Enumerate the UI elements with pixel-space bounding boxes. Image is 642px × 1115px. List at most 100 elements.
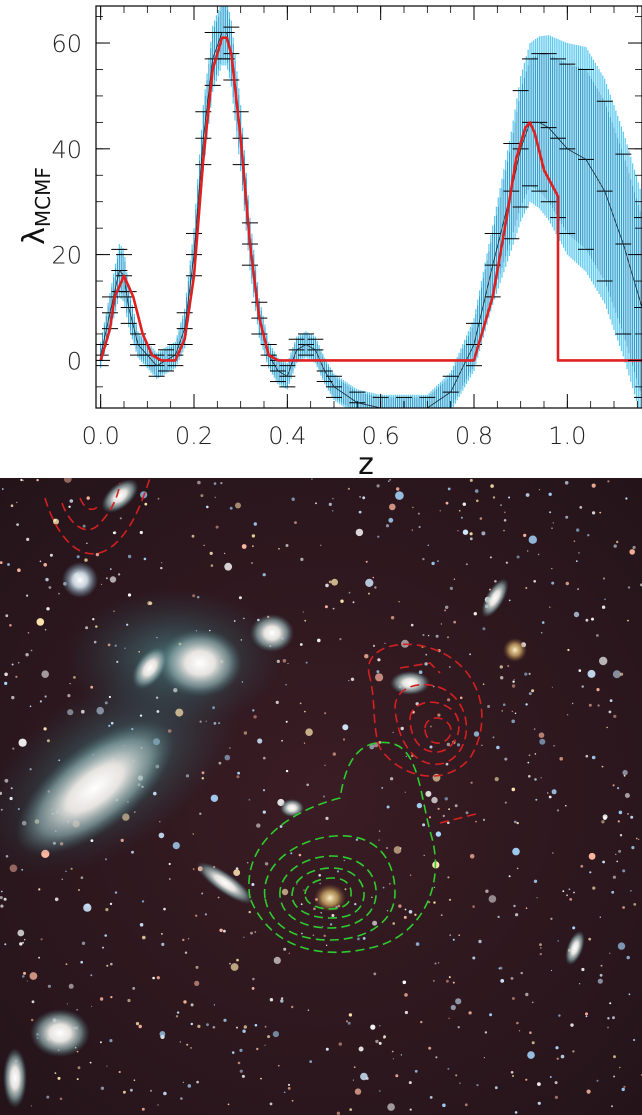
star xyxy=(31,1000,35,1004)
star xyxy=(124,647,126,649)
star xyxy=(619,834,623,837)
star xyxy=(175,1015,179,1018)
star xyxy=(246,861,249,864)
star xyxy=(133,1079,136,1081)
star xyxy=(325,944,328,946)
star xyxy=(348,680,350,682)
star xyxy=(375,1039,379,1044)
star xyxy=(398,904,402,908)
star xyxy=(344,888,347,891)
star xyxy=(186,1043,189,1046)
star xyxy=(437,713,441,717)
star xyxy=(462,502,466,506)
star xyxy=(429,725,432,728)
star xyxy=(304,619,307,622)
star xyxy=(296,883,298,885)
star xyxy=(187,938,190,940)
measurement-line xyxy=(100,32,642,408)
star xyxy=(86,496,90,500)
star xyxy=(24,939,26,941)
star xyxy=(4,672,8,677)
galaxy-cluster-member xyxy=(280,799,304,817)
star xyxy=(241,544,247,549)
star xyxy=(618,810,623,815)
star xyxy=(127,998,131,1003)
star xyxy=(400,1054,403,1056)
star xyxy=(514,820,517,824)
star xyxy=(184,951,188,954)
star xyxy=(315,502,317,505)
star xyxy=(243,617,245,620)
star xyxy=(440,623,443,625)
star xyxy=(473,612,477,616)
star xyxy=(359,496,361,498)
star xyxy=(534,753,537,755)
star xyxy=(223,552,226,555)
star xyxy=(53,518,59,525)
star xyxy=(118,1070,121,1074)
star xyxy=(192,868,195,870)
star xyxy=(26,537,30,541)
star xyxy=(311,478,313,480)
star xyxy=(138,651,140,653)
star xyxy=(281,888,289,896)
star xyxy=(328,502,332,506)
star xyxy=(551,686,554,688)
star xyxy=(288,952,290,954)
star xyxy=(371,896,373,898)
star xyxy=(25,653,29,657)
star xyxy=(291,497,295,501)
star xyxy=(469,537,473,541)
star xyxy=(201,771,205,775)
star xyxy=(241,1074,245,1078)
star xyxy=(455,998,462,1005)
galaxy-edge-on-left xyxy=(132,646,168,690)
star xyxy=(556,809,560,812)
x-tick-label: 0.2 xyxy=(175,422,213,450)
star xyxy=(388,517,394,523)
star xyxy=(624,793,630,798)
star xyxy=(17,929,25,937)
star xyxy=(613,1055,616,1059)
star xyxy=(210,794,219,802)
star xyxy=(447,876,450,879)
star xyxy=(440,914,443,916)
star xyxy=(243,731,248,735)
star xyxy=(58,592,60,595)
star xyxy=(549,511,552,514)
galaxy-right-streak xyxy=(565,930,585,966)
star xyxy=(414,1069,418,1073)
star xyxy=(627,619,629,622)
star xyxy=(435,1056,438,1059)
star xyxy=(30,649,33,652)
star xyxy=(455,1074,458,1077)
star xyxy=(133,811,136,813)
star xyxy=(18,738,27,747)
star xyxy=(555,1046,559,1050)
star xyxy=(557,940,559,942)
star xyxy=(405,755,407,758)
star xyxy=(433,980,435,982)
star xyxy=(352,1079,354,1081)
star xyxy=(533,879,538,883)
star xyxy=(236,775,240,779)
star xyxy=(45,577,49,582)
star xyxy=(325,583,329,588)
star xyxy=(607,480,610,483)
model-curve-group xyxy=(99,36,642,362)
star xyxy=(350,677,355,681)
star xyxy=(448,898,452,901)
star xyxy=(572,926,576,930)
star xyxy=(110,721,114,725)
star xyxy=(298,853,302,857)
star xyxy=(571,702,574,705)
star xyxy=(220,482,223,485)
star xyxy=(391,1050,394,1053)
star xyxy=(619,1066,621,1069)
star xyxy=(130,1088,133,1092)
star xyxy=(138,1024,142,1029)
star xyxy=(516,555,520,559)
star xyxy=(592,511,596,515)
star xyxy=(475,820,477,823)
star xyxy=(280,999,284,1003)
